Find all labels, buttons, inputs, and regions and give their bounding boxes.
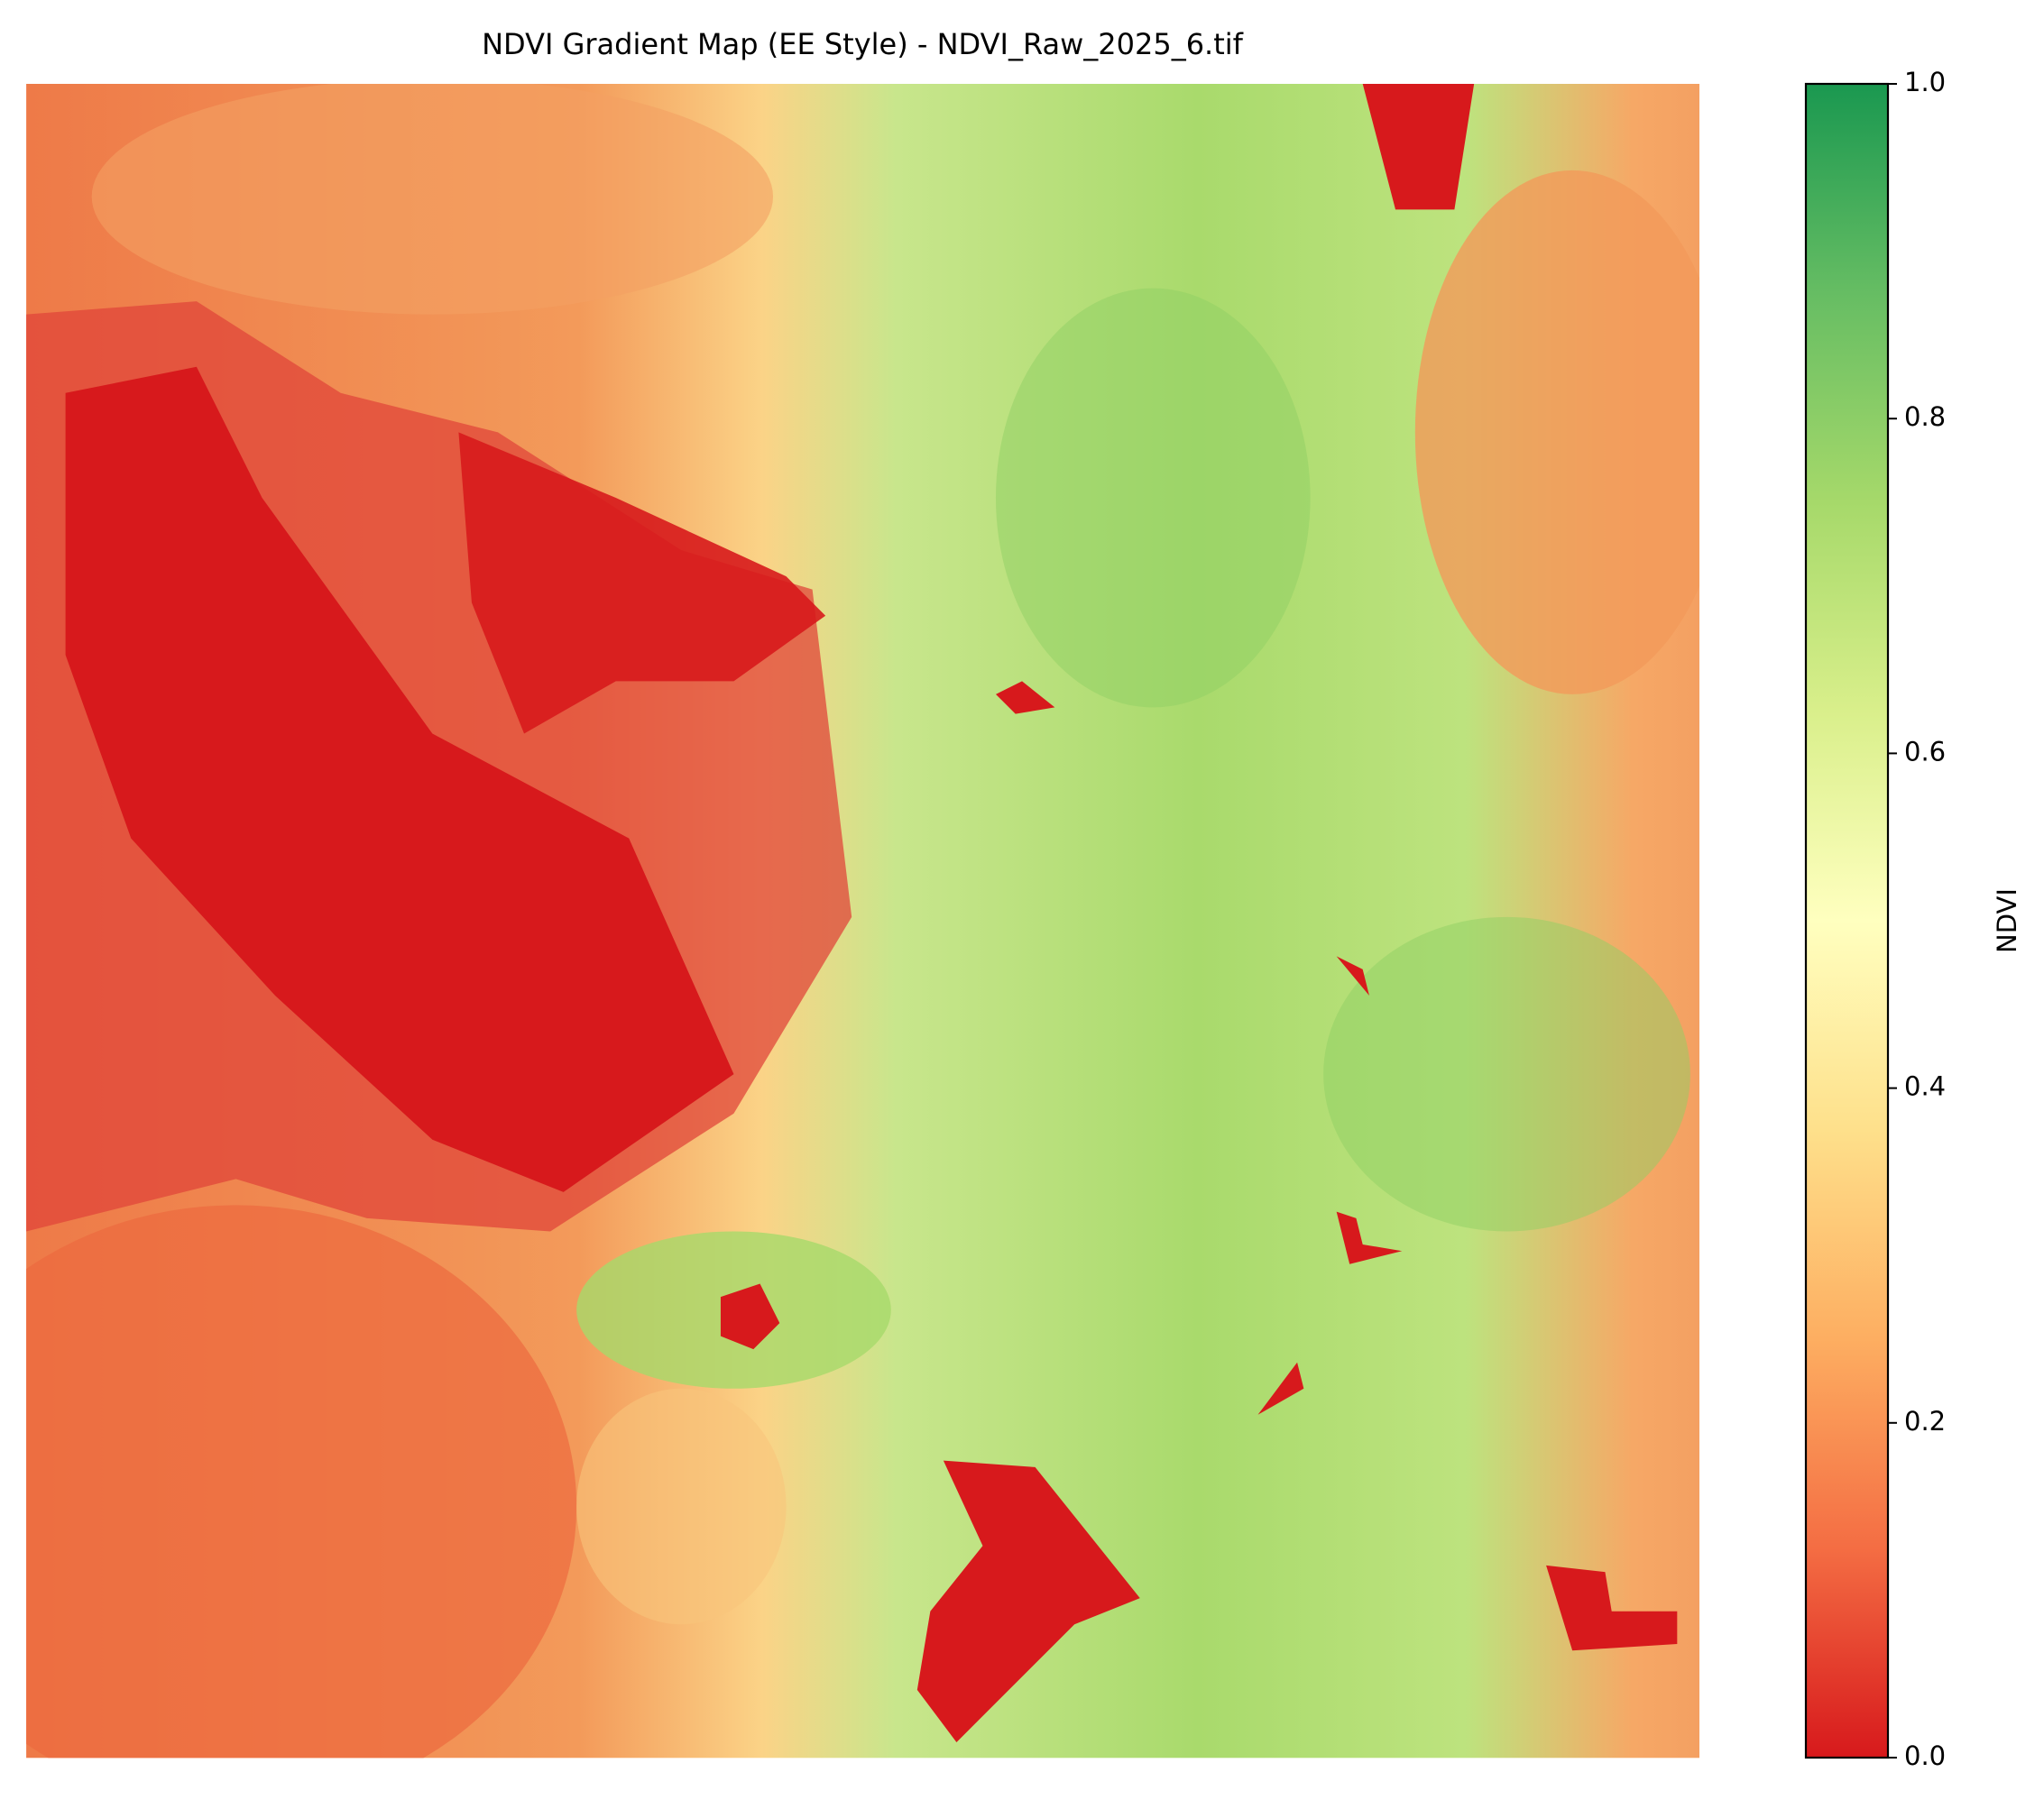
tick-label: 0.4 — [1904, 1071, 1946, 1102]
colorbar-gradient — [1804, 82, 1890, 1759]
colorbar-label: NDVI — [1992, 888, 2022, 953]
tick-label: 0.0 — [1904, 1740, 1946, 1771]
tick-label: 0.8 — [1904, 401, 1946, 432]
tick-label: 1.0 — [1904, 67, 1946, 97]
chart-title: NDVI Gradient Map (EE Style) - NDVI_Raw_… — [482, 27, 1244, 61]
colorbar: NDVI 0.0 0.2 0.4 0.6 0.8 1.0 — [1804, 67, 2022, 1771]
tick-label: 0.6 — [1904, 736, 1946, 767]
ndvi-map — [26, 83, 1700, 1759]
tick-label: 0.2 — [1904, 1406, 1946, 1437]
